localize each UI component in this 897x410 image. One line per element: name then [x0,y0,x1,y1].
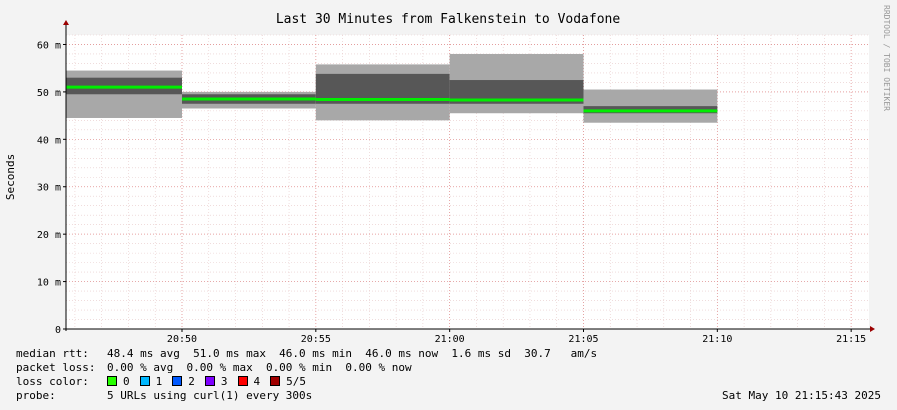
loss-color-list: 0 1 2 3 4 5/5 [107,375,316,388]
x-tick-label: 21:00 [435,334,465,345]
y-tick-label: 20 m [37,230,61,241]
chart-title: Last 30 Minutes from Falkenstein to Voda… [276,12,621,27]
rtt-range-band [583,89,718,123]
loss-color-label: 5/5 [286,375,306,388]
legend-color-label: loss color: [16,375,89,388]
legend-loss: packet loss: 0.00 % avg 0.00 % max 0.00 %… [16,361,412,375]
loss-color-swatch [204,376,215,386]
rtt-chart: 0 10 m 20 m 30 m 40 m 50 m 60 m 20:50 20:55 21:0… [4,5,891,345]
legend-probe-text: 5 URLs using curl(1) every 300s [107,389,313,402]
y-tick-label: 50 m [37,88,61,99]
x-tick-label: 20:55 [301,334,331,345]
legend-rtt: median rtt: 48.4 ms avg 51.0 ms max 46.0 … [16,347,597,361]
loss-color-swatch [270,376,281,386]
loss-color-swatch [237,376,248,386]
legend-rtt-label: median rtt: [16,347,89,360]
loss-color-swatch [172,376,183,386]
graph-timestamp: Sat May 10 21:15:43 2025 [722,389,881,402]
x-axis-arrow [870,326,875,332]
y-axis-label: Seconds [4,154,17,200]
legend-probe-label: probe: [16,389,56,402]
loss-color-label: 4 [253,375,261,388]
y-tick-label: 40 m [37,135,61,146]
legend-rtt-stats: 48.4 ms avg 51.0 ms max 46.0 ms min 46.0… [107,347,598,360]
y-tick-label: 0 [55,325,61,336]
y-tick-label: 60 m [37,40,61,51]
y-axis-arrow [63,20,69,25]
loss-color-swatch [139,376,150,386]
legend-probe: probe: 5 URLs using curl(1) every 300s [16,389,312,403]
y-tick-label: 30 m [37,183,61,194]
loss-color-label: 1 [155,375,163,388]
rrdtool-watermark: RRDTOOL / TOBI OETIKER [882,5,891,111]
loss-color-label: 3 [220,375,228,388]
x-tick-label: 21:10 [702,334,732,345]
x-tick-label: 21:15 [836,334,866,345]
loss-color-swatch [107,376,117,386]
loss-color-label: 0 [123,375,130,388]
legend-loss-color: loss color: 0 1 2 3 4 5/5 [16,375,316,389]
legend-loss-label: packet loss: [16,361,96,374]
rtt-iqr-band [449,80,584,104]
legend-loss-stats: 0.00 % avg 0.00 % max 0.00 % min 0.00 % … [107,361,412,374]
x-tick-label: 21:05 [568,334,598,345]
y-tick-label: 10 m [37,278,61,289]
loss-color-label: 2 [188,375,195,388]
x-tick-label: 20:50 [167,334,197,345]
